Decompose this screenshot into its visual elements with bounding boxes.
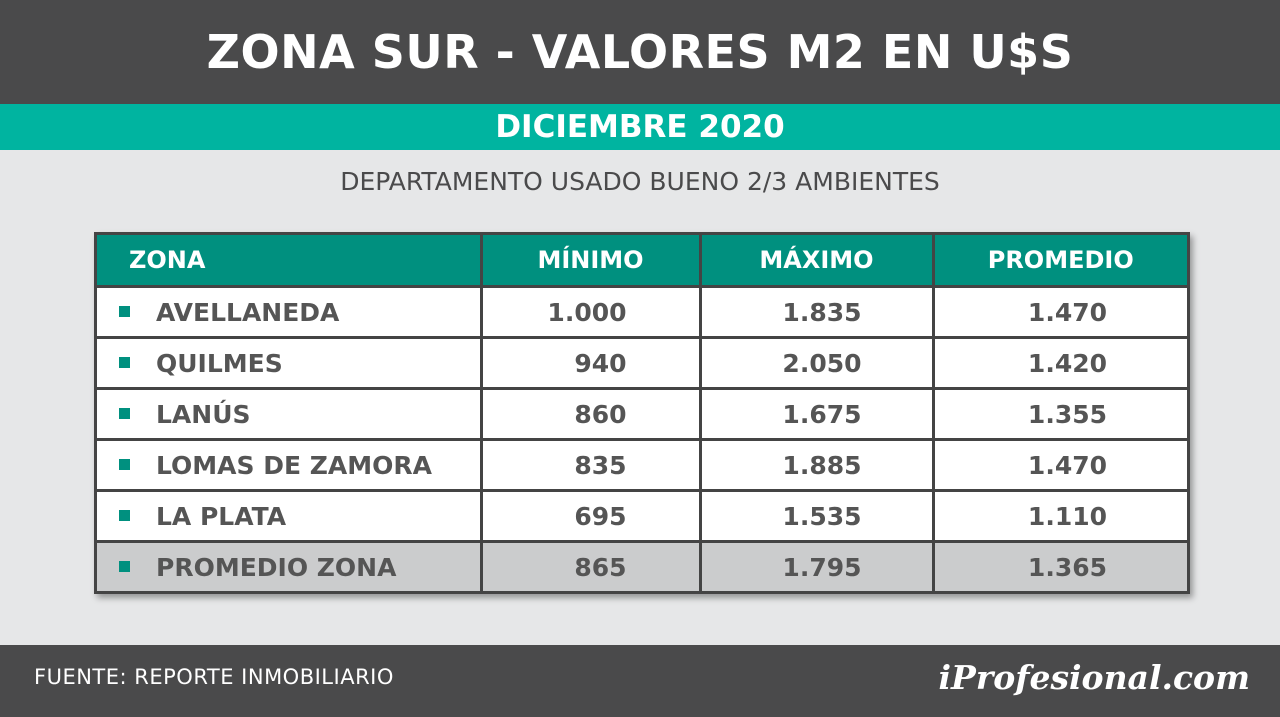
column-header-maximo: MÁXIMO [700,235,935,287]
minimo-cell: 835 [481,438,702,491]
minimo-cell: 865 [481,540,702,591]
square-bullet-icon [119,509,130,521]
column-header-promedio: PROMEDIO [933,235,1187,287]
maximo-cell: 2.050 [700,336,935,389]
minimo-cell: 1.000 [481,285,702,338]
zona-label: PROMEDIO ZONA [156,552,397,582]
zona-label: AVELLANEDA [156,297,340,327]
table-row: LOMAS DE ZAMORA 835 1.885 1.470 [97,438,1187,491]
table-row: AVELLANEDA 1.000 1.835 1.470 [97,285,1187,338]
square-bullet-icon [119,458,130,470]
total-row: PROMEDIO ZONA 865 1.795 1.365 [97,540,1187,591]
zona-label: LA PLATA [156,501,287,531]
table-header-row: ZONA MÍNIMO MÁXIMO PROMEDIO [97,235,1187,287]
source-note: FUENTE: REPORTE INMOBILIARIO [34,665,394,689]
promedio-cell: 1.470 [933,438,1187,491]
maximo-cell: 1.795 [700,540,935,591]
zona-cell: PROMEDIO ZONA [97,540,483,591]
page-title: ZONA SUR - VALORES M2 EN U$S [0,0,1280,104]
promedio-cell: 1.355 [933,387,1187,440]
table-row: LANÚS 860 1.675 1.355 [97,387,1187,440]
square-bullet-icon [119,407,130,419]
maximo-cell: 1.535 [700,489,935,542]
square-bullet-icon [119,560,130,572]
square-bullet-icon [119,305,130,317]
minimo-cell: 695 [481,489,702,542]
table-row: QUILMES 940 2.050 1.420 [97,336,1187,389]
zona-cell: QUILMES [97,336,483,389]
zona-cell: LANÚS [97,387,483,440]
zona-cell: LOMAS DE ZAMORA [97,438,483,491]
zona-cell: LA PLATA [97,489,483,542]
promedio-cell: 1.110 [933,489,1187,542]
zona-label: LANÚS [156,399,251,429]
zona-label: QUILMES [156,348,283,378]
square-bullet-icon [119,356,130,368]
column-header-zona: ZONA [97,235,483,287]
date-banner: DICIEMBRE 2020 [0,104,1280,150]
maximo-cell: 1.885 [700,438,935,491]
promedio-cell: 1.420 [933,336,1187,389]
subtitle: DEPARTAMENTO USADO BUENO 2/3 AMBIENTES [340,167,940,196]
table-row: LA PLATA 695 1.535 1.110 [97,489,1187,542]
maximo-cell: 1.835 [700,285,935,338]
footer-bar: FUENTE: REPORTE INMOBILIARIO iProfesiona… [0,645,1280,717]
promedio-cell: 1.470 [933,285,1187,338]
zona-label: LOMAS DE ZAMORA [156,450,432,480]
brand-logo: iProfesional.com [938,658,1251,697]
minimo-cell: 860 [481,387,702,440]
column-header-minimo: MÍNIMO [481,235,702,287]
minimo-cell: 940 [481,336,702,389]
promedio-cell: 1.365 [933,540,1187,591]
maximo-cell: 1.675 [700,387,935,440]
price-table: ZONA MÍNIMO MÁXIMO PROMEDIO AVELLANEDA 1… [94,232,1190,594]
zona-cell: AVELLANEDA [97,285,483,338]
